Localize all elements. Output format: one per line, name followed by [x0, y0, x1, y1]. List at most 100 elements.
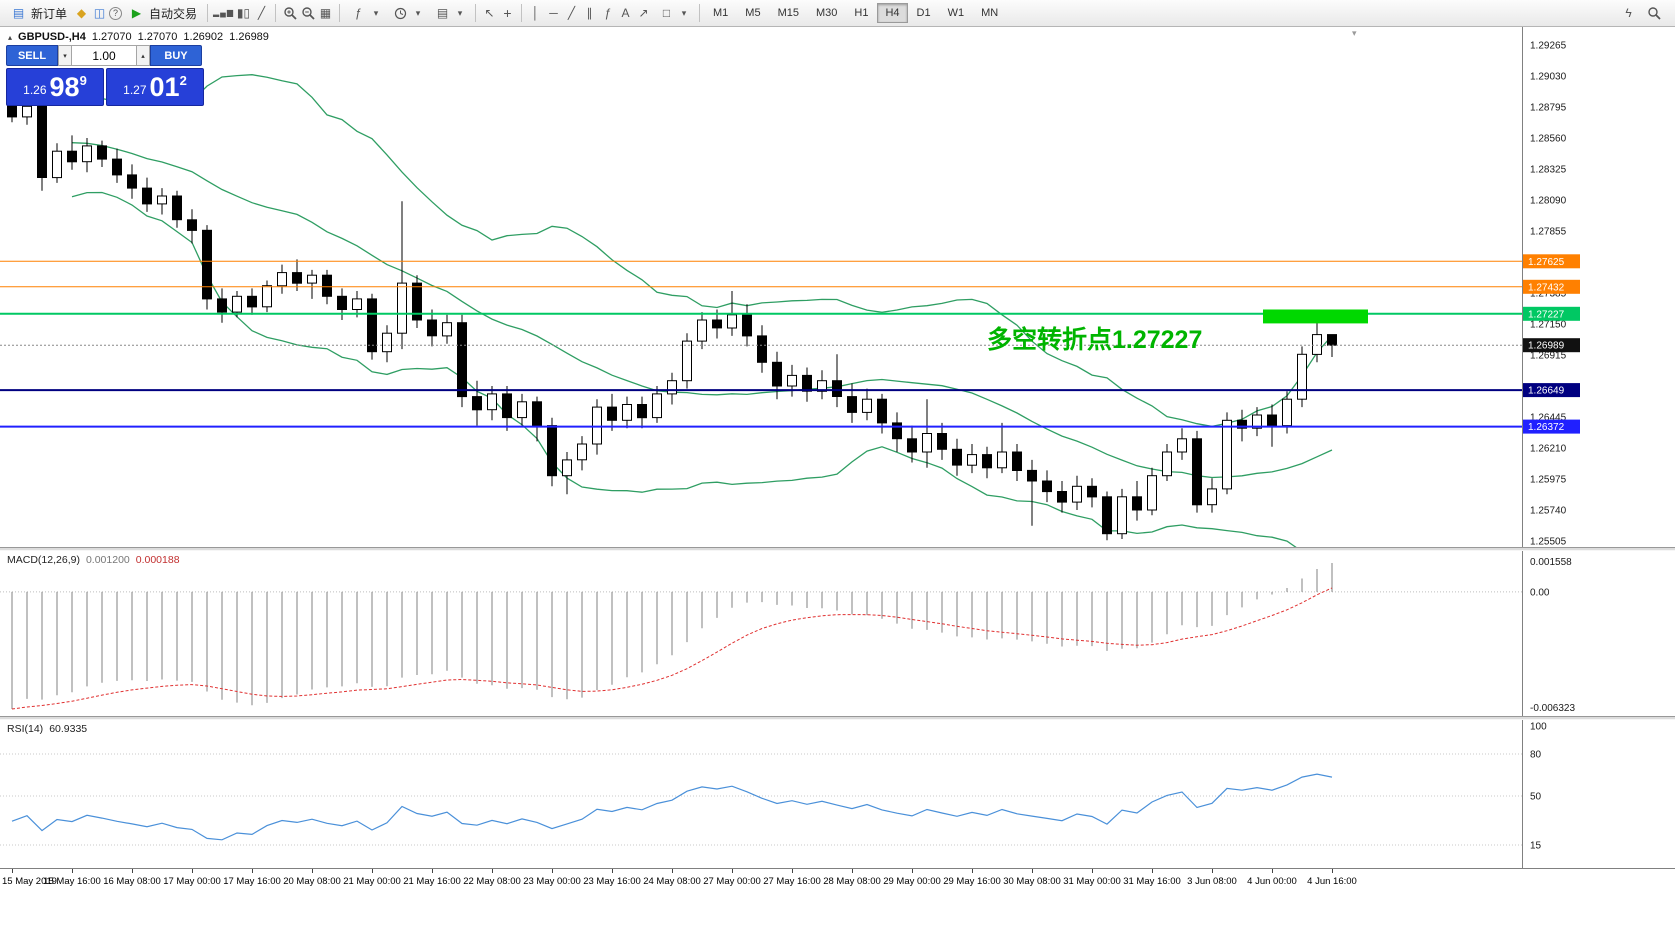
ask-price-big: 01 — [149, 71, 180, 102]
diamond-icon[interactable]: ◆ — [76, 6, 87, 20]
time-axis-label: 4 Jun 00:00 — [1247, 876, 1297, 887]
time-axis-label: 20 May 08:00 — [283, 876, 341, 887]
cursor-icon[interactable]: ↖ — [484, 6, 495, 20]
macd-signal-value: 0.000188 — [135, 554, 180, 566]
bid-price-prefix: 1.26 — [23, 83, 47, 97]
new-order-button[interactable]: ▤ 新订单 — [5, 2, 72, 24]
time-axis-label: 4 Jun 16:00 — [1307, 876, 1357, 887]
ohlc-low: 1.26902 — [183, 31, 224, 43]
macd-panel-canvas[interactable]: 0.001558 0.00 -0.006323 — [0, 551, 1675, 716]
chart-shift-marker-icon[interactable]: ▾ — [1352, 28, 1357, 38]
crosshair-icon[interactable]: + — [503, 5, 512, 21]
price-axis-border — [1522, 27, 1523, 868]
time-tick — [1032, 869, 1033, 873]
time-tick — [732, 869, 733, 873]
timeframe-m30[interactable]: M30 — [808, 3, 845, 23]
zoom-in-icon[interactable] — [281, 5, 298, 22]
new-chart-icon[interactable]: ◫ — [93, 6, 106, 20]
time-tick — [972, 869, 973, 873]
svg-text:1.25740: 1.25740 — [1530, 506, 1567, 517]
time-tick — [12, 869, 13, 873]
zoom-out-icon[interactable] — [299, 5, 316, 22]
panel-splitter[interactable] — [0, 716, 1675, 720]
time-tick — [792, 869, 793, 873]
svg-text:1.26649: 1.26649 — [1528, 386, 1565, 397]
toolbar-separator — [339, 4, 341, 22]
trendline-icon[interactable]: ╱ — [567, 6, 576, 20]
search-icon[interactable] — [1645, 5, 1662, 22]
arrows-tool-icon[interactable]: ↗ — [638, 6, 649, 20]
chevron-down-icon: ▾ — [457, 7, 463, 18]
time-tick — [552, 869, 553, 873]
time-tick — [1212, 869, 1213, 873]
indicators-button[interactable]: ƒ ▾ — [345, 2, 386, 24]
sell-price-panel[interactable]: 1.26 98 9 — [6, 68, 104, 106]
price-chart-canvas[interactable]: 1.29265 1.29030 1.28795 1.28560 1.28325 1.280… — [0, 27, 1675, 547]
toolbar-separator — [699, 4, 701, 22]
timeframe-m5[interactable]: M5 — [737, 3, 768, 23]
price-axis[interactable] — [1523, 27, 1675, 868]
shapes-tool-button[interactable]: □ ▾ — [653, 2, 694, 24]
lightning-icon[interactable]: ϟ — [1625, 6, 1632, 20]
svg-text:1.27385: 1.27385 — [1530, 289, 1567, 300]
svg-text:0.001558: 0.001558 — [1530, 557, 1572, 568]
buy-button[interactable]: BUY — [150, 45, 202, 66]
fibonacci-icon[interactable]: ƒ — [604, 6, 611, 20]
new-order-label: 新订单 — [31, 6, 68, 21]
ohlc-open: 1.27070 — [91, 31, 132, 43]
sell-button[interactable]: SELL — [6, 45, 58, 66]
line-chart-icon[interactable]: ╱ — [257, 6, 266, 20]
rsi-label: RSI(14) — [7, 723, 44, 735]
macd-label: MACD(12,26,9) — [7, 554, 80, 566]
svg-text:1.27227: 1.27227 — [1528, 309, 1565, 320]
time-tick — [1272, 869, 1273, 873]
time-axis-label: 29 May 16:00 — [943, 876, 1001, 887]
svg-text:1.27855: 1.27855 — [1530, 227, 1567, 238]
timeframe-h1[interactable]: H1 — [846, 3, 876, 23]
timeframe-mn[interactable]: MN — [973, 3, 1006, 23]
clock-icon — [392, 5, 409, 22]
time-axis-label: 23 May 00:00 — [523, 876, 581, 887]
ohlc-close: 1.26989 — [229, 31, 269, 43]
time-axis[interactable]: 15 May 2019 15 May 16:00 16 May 08:00 17 Ma… — [0, 868, 1675, 898]
svg-text:1.27150: 1.27150 — [1530, 320, 1567, 331]
horizontal-line-icon[interactable]: ─ — [549, 6, 558, 20]
svg-text:1.29265: 1.29265 — [1530, 41, 1567, 52]
volume-decrease-button[interactable]: ▾ — [58, 45, 72, 66]
svg-text:1.26445: 1.26445 — [1530, 413, 1567, 424]
timeframe-m15[interactable]: M15 — [770, 3, 807, 23]
bar-chart-icon[interactable]: ▂▄▆ — [213, 8, 235, 17]
one-click-toggle-icon[interactable]: ▴ — [8, 32, 13, 42]
timeframe-toolbar: M1 M5 M15 M30 H1 H4 D1 W1 MN — [705, 3, 1006, 23]
timeframe-w1[interactable]: W1 — [940, 3, 973, 23]
buy-price-panel[interactable]: 1.27 01 2 — [106, 68, 204, 106]
svg-text:0.00: 0.00 — [1530, 587, 1550, 598]
text-tool-icon[interactable]: A — [621, 6, 630, 20]
timeframe-m1[interactable]: M1 — [705, 3, 736, 23]
vertical-line-icon[interactable]: │ — [531, 6, 540, 20]
bid-price-pip: 9 — [79, 73, 87, 88]
periods-button[interactable]: ▾ — [387, 2, 428, 24]
svg-text:-0.006323: -0.006323 — [1530, 703, 1575, 714]
timeframe-d1[interactable]: D1 — [909, 3, 939, 23]
svg-text:1.25975: 1.25975 — [1530, 475, 1567, 486]
tile-windows-icon[interactable]: ▦ — [319, 6, 332, 20]
templates-button[interactable]: ▤ ▾ — [429, 2, 470, 24]
autotrade-button[interactable]: ▶ 自动交易 — [123, 2, 202, 24]
rsi-panel-canvas[interactable]: 100 80 50 15 — [0, 720, 1675, 868]
svg-text:1.26210: 1.26210 — [1530, 444, 1567, 455]
time-axis-label: 3 Jun 08:00 — [1187, 876, 1237, 887]
help-icon[interactable]: ? — [109, 6, 123, 20]
time-axis-label: 31 May 00:00 — [1063, 876, 1121, 887]
ask-price-prefix: 1.27 — [123, 83, 147, 97]
volume-increase-button[interactable]: ▴ — [136, 45, 150, 66]
volume-input[interactable] — [72, 45, 136, 66]
panel-splitter[interactable] — [0, 547, 1675, 551]
candlestick-icon[interactable]: ▮▯ — [236, 6, 251, 20]
time-axis-label: 17 May 16:00 — [223, 876, 281, 887]
timeframe-h4[interactable]: H4 — [877, 3, 908, 23]
time-axis-label: 30 May 08:00 — [1003, 876, 1061, 887]
channel-icon[interactable]: ∥ — [586, 6, 593, 20]
time-tick — [312, 869, 313, 873]
